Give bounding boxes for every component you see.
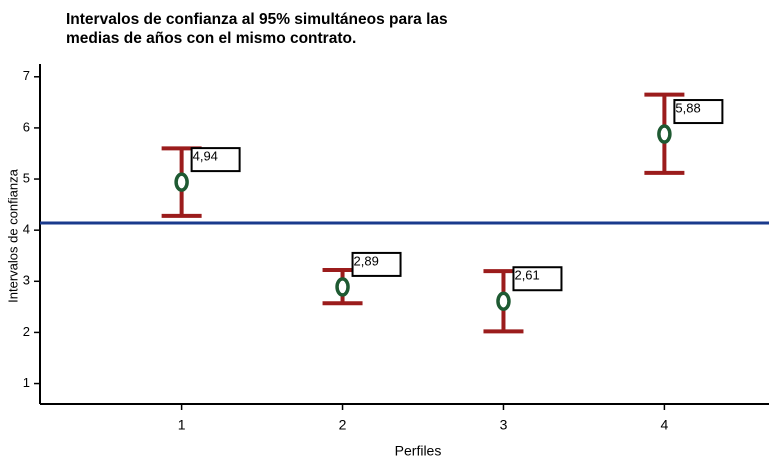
mean-marker [335,277,350,297]
x-tick-label: 2 [339,417,347,433]
value-label-box [190,147,241,173]
value-label-box [673,99,724,125]
chart-title: Intervalos de confianza al 95% simultáne… [66,11,448,28]
value-label: 5,88 [675,100,700,115]
y-tick-label: 6 [23,119,30,134]
value-label: 4,94 [193,149,218,164]
y-tick-label: 3 [23,273,30,288]
y-tick-label: 1 [23,375,30,390]
x-tick-label: 3 [500,417,508,433]
chart-title: medias de años con el mismo contrato. [66,30,356,47]
y-tick-label: 4 [23,222,30,237]
value-label-box [512,266,563,292]
value-label: 2,61 [514,268,539,283]
mean-marker [496,291,511,311]
y-tick-label: 5 [23,170,30,185]
y-axis-label: Intervalos de confianza [5,168,20,302]
x-tick-label: 1 [178,417,186,433]
y-tick-label: 2 [23,324,30,339]
value-label-box [351,251,402,277]
value-label: 2,89 [354,253,379,268]
x-tick-label: 4 [660,417,668,433]
mean-marker [174,172,189,192]
y-tick-label: 7 [23,68,30,83]
x-axis-label: Perfiles [395,443,442,459]
mean-marker [657,124,672,144]
